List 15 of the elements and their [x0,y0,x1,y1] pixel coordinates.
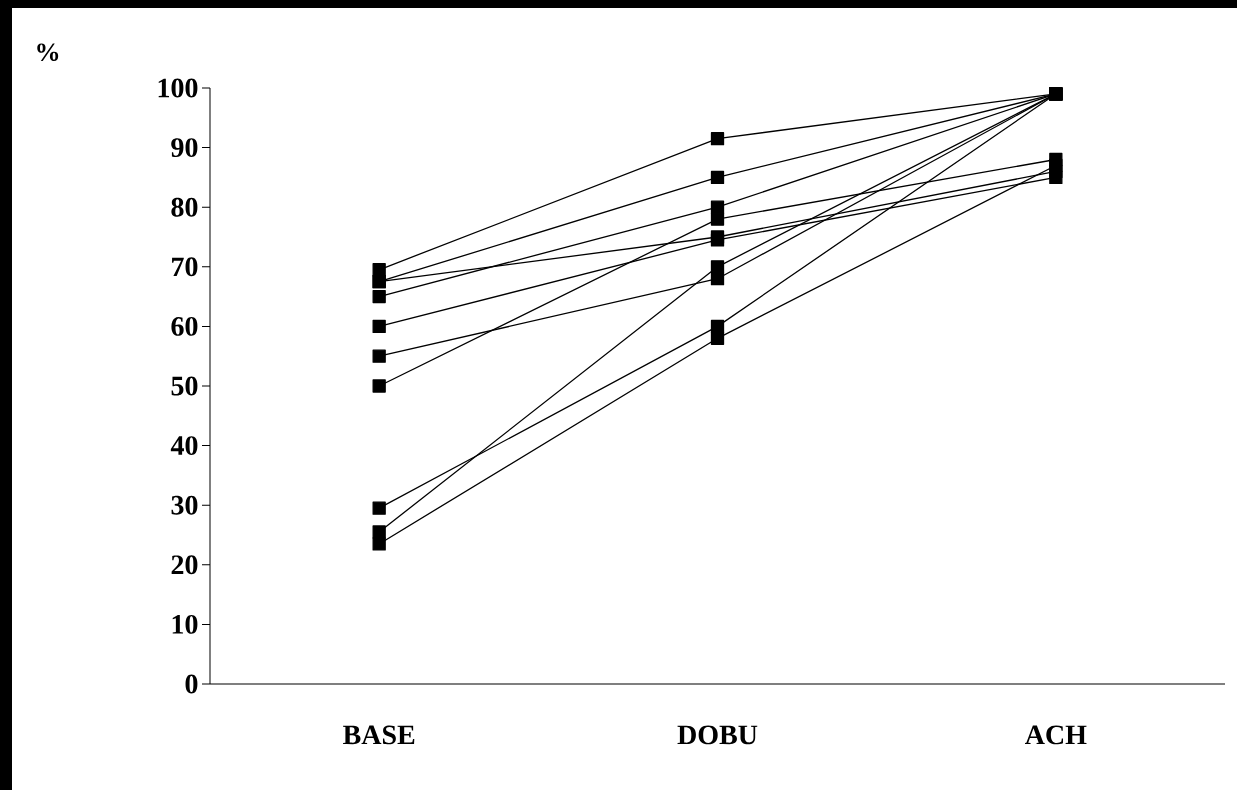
y-tick-label: 90 [171,138,198,158]
y-tick-label: 30 [171,495,198,515]
y-tick-label: 10 [172,614,198,634]
y-tick-label: 80 [171,197,198,217]
x-tick-label: BASE [343,725,415,745]
y-tick-label: 60 [171,316,198,336]
y-axis-title: % [37,43,59,62]
y-tick-label: 20 [171,555,198,575]
x-tick-label: DOBU [677,725,758,745]
y-tick-label: 100 [158,78,198,98]
y-tick-label: 70 [172,257,198,277]
y-tick-label: 40 [170,436,198,456]
y-tick-label: 50 [171,376,198,396]
y-tick-label: 0 [185,674,198,694]
x-tick-label: ACH [1025,725,1087,745]
